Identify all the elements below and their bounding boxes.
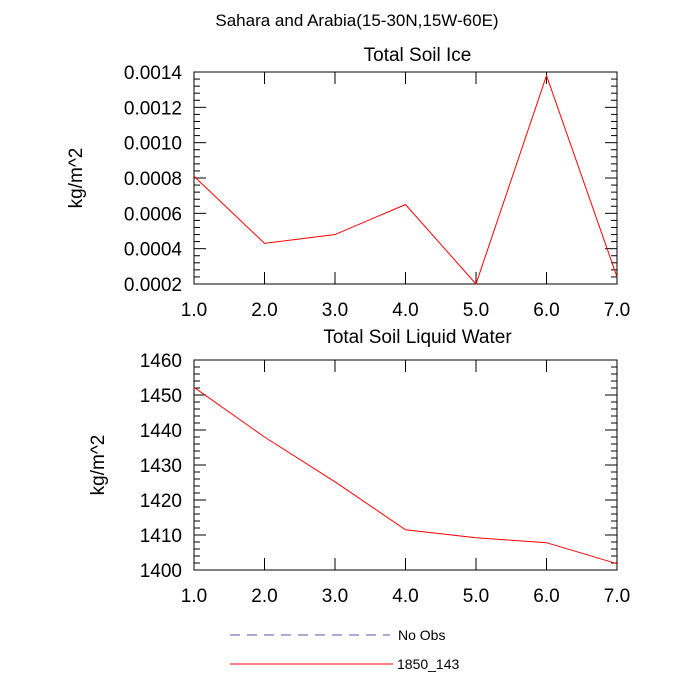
panel-0-y-tick-label: 0.0002 bbox=[124, 275, 182, 296]
panel-1-y-axis-label: kg/m^2 bbox=[88, 435, 109, 496]
legend: No Obs 1850_143 bbox=[230, 627, 460, 672]
panel-1-title: Total Soil Liquid Water bbox=[323, 327, 512, 348]
panel-0-plot-frame bbox=[193, 71, 618, 285]
panel-0-x-tick-label: 6.0 bbox=[533, 300, 559, 321]
panel-1-y-tick-label: 1440 bbox=[140, 421, 182, 442]
panel-total-soil-ice: Total Soil Ice kg/m^2 1.0 2.0 3.0 4.0 5.0 6.0 7.… bbox=[66, 45, 630, 321]
panel-1-y-tick-label: 1410 bbox=[140, 526, 182, 547]
legend-label-no-obs: No Obs bbox=[398, 627, 445, 643]
panel-1-y-tick-label: 1430 bbox=[140, 456, 182, 477]
legend-label-1850-143: 1850_143 bbox=[397, 656, 460, 672]
panel-0-x-tick-label: 4.0 bbox=[392, 300, 418, 321]
panel-1-series-line-0 bbox=[193, 386, 618, 565]
panel-1-x-tick-label: 6.0 bbox=[533, 586, 559, 607]
panel-1-x-tick-label: 3.0 bbox=[322, 586, 348, 607]
panel-1-y-tick-label: 1460 bbox=[140, 351, 182, 372]
panel-0-x-tick-label: 3.0 bbox=[322, 300, 348, 321]
panel-0-y-tick-label: 0.0014 bbox=[124, 63, 183, 84]
panel-1-y-tick-label: 1400 bbox=[140, 561, 182, 582]
panel-0-title: Total Soil Ice bbox=[364, 45, 472, 66]
panel-0-x-tick-label: 1.0 bbox=[181, 300, 207, 321]
panel-0-series-line-0 bbox=[193, 73, 618, 285]
panel-1-x-tick-label: 4.0 bbox=[392, 586, 418, 607]
panel-0-y-tick-label: 0.0004 bbox=[124, 240, 183, 261]
panel-0-y-tick-label: 0.0008 bbox=[124, 169, 182, 190]
panel-0-y-tick-label: 0.0012 bbox=[124, 98, 182, 119]
panel-0-x-tick-label: 5.0 bbox=[463, 300, 489, 321]
panel-1-x-tick-label: 2.0 bbox=[251, 586, 277, 607]
panel-1-x-tick-label: 1.0 bbox=[181, 586, 207, 607]
panel-1-plot-frame bbox=[193, 359, 618, 571]
panel-0-y-axis-label: kg/m^2 bbox=[66, 148, 87, 209]
panel-0-x-tick-label: 7.0 bbox=[604, 300, 630, 321]
panel-1-x-tick-label: 7.0 bbox=[604, 586, 630, 607]
panel-0-y-tick-label: 0.0010 bbox=[124, 134, 182, 155]
panel-0-y-tick-label: 0.0006 bbox=[124, 204, 182, 225]
panel-1-x-tick-label: 5.0 bbox=[463, 586, 489, 607]
panel-0-x-tick-label: 2.0 bbox=[251, 300, 277, 321]
panel-total-soil-liquid-water: Total Soil Liquid Water kg/m^2 1.0 2.0 3.0 4.… bbox=[88, 327, 630, 607]
figure-supertitle: Sahara and Arabia(15-30N,15W-60E) bbox=[215, 11, 498, 30]
panel-1-y-tick-label: 1450 bbox=[140, 386, 182, 407]
panel-1-y-tick-label: 1420 bbox=[140, 491, 182, 512]
